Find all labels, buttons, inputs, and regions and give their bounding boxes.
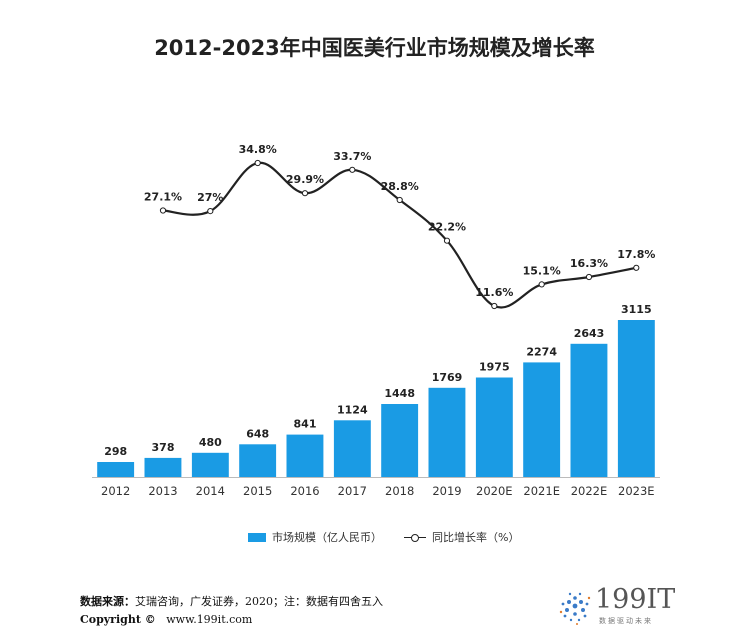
bar-2022E	[570, 343, 608, 477]
x-tick-label: 2019	[432, 484, 461, 498]
logo-slogan: 数据驱动未来	[599, 617, 653, 625]
bar-2021E	[523, 362, 561, 477]
source-text: 艾瑞咨询，广发证券，2020；注：数据有四舍五入	[135, 595, 383, 608]
copyright-line: Copyright © www.199it.com	[80, 613, 252, 626]
legend-bar-label: 市场规模（亿人民币）	[272, 531, 382, 544]
chart-title: 2012-2023年中国医美行业市场规模及增长率	[154, 36, 595, 60]
bar-value-label: 1769	[432, 371, 463, 384]
bar-2020E	[475, 377, 513, 477]
copyright-label: Copyright ©	[80, 613, 156, 626]
growth-point-2017	[349, 166, 356, 173]
bar-2015	[239, 444, 277, 477]
bar-value-label: 298	[104, 445, 127, 458]
chart-legend: 市场规模（亿人民币） 同比增长率（%）	[248, 529, 519, 545]
logo-brand-text: 199IT	[595, 584, 676, 615]
bar-2016	[286, 434, 324, 477]
x-tick-label: 2018	[385, 484, 414, 498]
brand-logo: 199IT 数据驱动未来	[557, 584, 687, 628]
bar-2023E	[617, 320, 655, 477]
website-link[interactable]: www.199it.com	[166, 613, 253, 626]
growth-value-label: 22.2%	[428, 221, 466, 234]
bar-value-label: 2643	[574, 327, 605, 340]
legend-line-swatch	[404, 533, 426, 542]
growth-value-label: 33.7%	[333, 150, 371, 163]
growth-value-label: 29.9%	[286, 173, 324, 186]
x-tick-label: 2016	[290, 484, 319, 498]
source-label: 数据来源：	[80, 595, 135, 608]
growth-point-2014	[207, 208, 214, 215]
x-tick-label: 2017	[338, 484, 367, 498]
growth-value-label: 28.8%	[381, 180, 419, 193]
growth-point-2018	[396, 196, 403, 204]
bar-2018	[381, 404, 419, 477]
growth-value-label: 16.3%	[570, 257, 608, 270]
x-tick-label: 2022E	[571, 484, 608, 498]
x-tick-label: 2012	[101, 484, 130, 498]
bar-value-label: 1448	[384, 387, 415, 400]
growth-value-label: 11.6%	[475, 286, 513, 299]
bar-value-label: 3115	[621, 303, 652, 316]
growth-point-2020E	[491, 302, 498, 310]
bar-2013	[144, 457, 182, 477]
growth-value-label: 17.8%	[617, 248, 655, 261]
x-tick-label: 2015	[243, 484, 272, 498]
x-tick-label: 2014	[196, 484, 225, 498]
bar-value-label: 648	[246, 427, 269, 440]
x-tick-label: 2021E	[523, 484, 560, 498]
growth-point-2013	[159, 207, 167, 214]
bar-2019	[428, 387, 466, 477]
growth-point-2023E	[633, 264, 640, 271]
bar-2012	[97, 462, 135, 477]
bar-value-label: 1124	[337, 403, 368, 416]
legend-bar-swatch	[248, 532, 266, 542]
x-tick-label: 2023E	[618, 484, 655, 498]
growth-point-2021E	[538, 281, 545, 288]
bar-value-label: 378	[152, 441, 175, 454]
legend-line-label: 同比增长率（%）	[432, 531, 520, 544]
bar-2014	[191, 452, 229, 477]
growth-value-label: 15.1%	[523, 264, 561, 277]
bar-value-label: 1975	[479, 361, 510, 374]
source-note: 数据来源：艾瑞咨询，广发证券，2020；注：数据有四舍五入	[80, 593, 383, 609]
bar-2017	[333, 420, 371, 477]
growth-point-2022E	[585, 273, 593, 281]
growth-point-2019	[443, 237, 451, 244]
bar-value-label: 841	[294, 418, 317, 431]
growth-point-2016	[301, 190, 309, 197]
growth-point-2015	[254, 159, 261, 167]
x-tick-label: 2020E	[476, 484, 513, 498]
logo-dots-icon	[559, 592, 591, 625]
growth-value-label: 27.1%	[144, 191, 182, 204]
growth-value-label: 27%	[197, 191, 223, 204]
x-tick-label: 2013	[148, 484, 177, 498]
growth-value-label: 34.8%	[239, 143, 277, 156]
bar-value-label: 2274	[526, 345, 557, 358]
bar-value-label: 480	[199, 436, 222, 449]
